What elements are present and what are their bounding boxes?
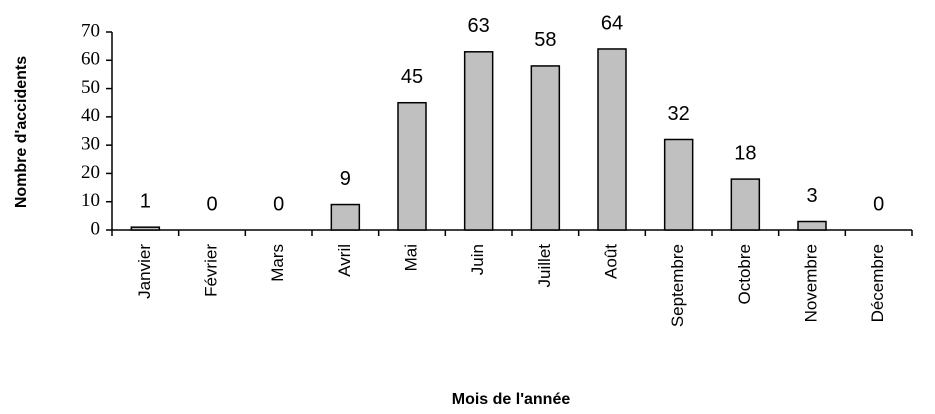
bar [730, 178, 761, 231]
bar [130, 226, 161, 231]
data-label: 9 [340, 168, 351, 190]
y-tick-label: 20 [81, 162, 100, 183]
x-tick-label: Janvier [135, 244, 154, 299]
y-tick-label: 0 [91, 218, 101, 239]
x-tick-label: Mars [268, 244, 287, 282]
x-axis-title: Mois de l'année [452, 391, 571, 408]
y-tick-label: 10 [81, 190, 100, 211]
y-tick-label: 40 [81, 105, 100, 126]
data-label: 3 [806, 185, 817, 207]
data-label: 0 [206, 193, 217, 215]
data-label: 1 [140, 190, 151, 212]
data-label: 63 [468, 15, 490, 37]
x-tick-label: Février [201, 244, 220, 297]
x-tick-label: Octobre [735, 244, 754, 304]
x-tick-label: Décembre [868, 244, 887, 322]
x-tick-label: Septembre [668, 244, 687, 327]
bar [330, 203, 361, 231]
x-tick-label: Juin [468, 244, 487, 275]
data-label: 32 [668, 103, 690, 125]
bar [397, 101, 427, 231]
bar [797, 220, 827, 231]
y-tick-label: 50 [81, 77, 100, 98]
y-tick-label: 70 [81, 20, 100, 41]
x-tick-label: Avril [335, 244, 354, 277]
x-tick-label: Mai [401, 244, 420, 271]
data-label: 0 [273, 193, 284, 215]
y-axis-title: Nombre d'accidents [13, 56, 30, 208]
bar [597, 48, 627, 231]
bar [530, 65, 561, 231]
data-label: 58 [534, 29, 556, 51]
x-tick-label: Novembre [801, 244, 820, 322]
data-label: 0 [873, 193, 884, 215]
y-tick-label: 60 [81, 49, 100, 70]
bar [463, 51, 494, 231]
bar [663, 138, 694, 231]
y-tick-label: 30 [81, 134, 100, 155]
x-tick-label: Août [601, 244, 620, 279]
data-label: 64 [601, 12, 623, 34]
data-label: 45 [401, 66, 423, 88]
x-tick-label: Juillet [535, 244, 554, 288]
data-label: 18 [734, 142, 756, 164]
